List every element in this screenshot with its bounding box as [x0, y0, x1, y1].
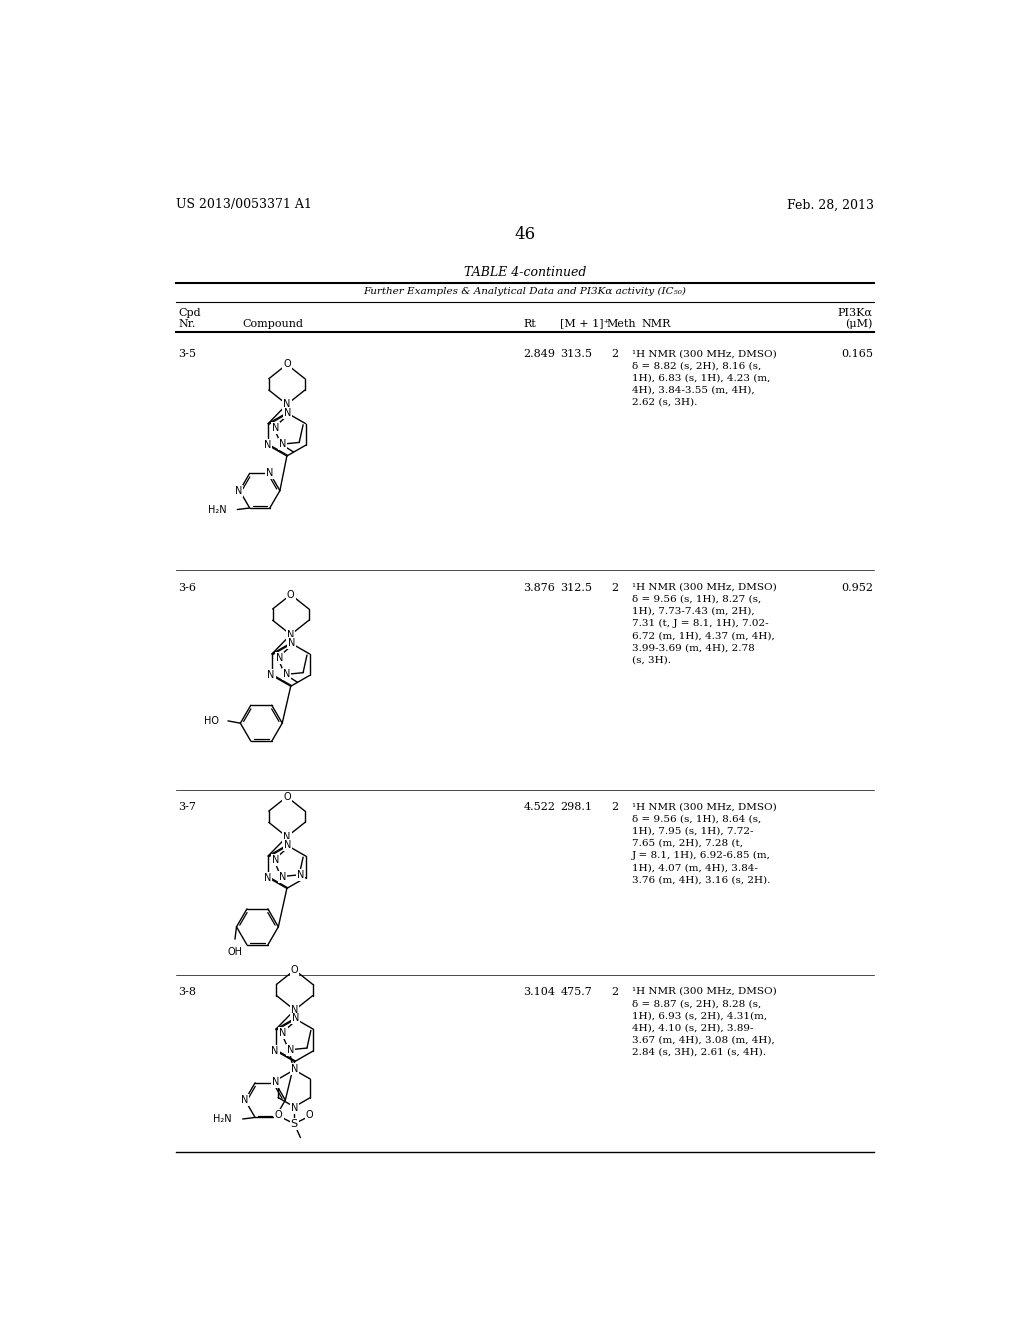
Text: [M + 1]⁺: [M + 1]⁺	[560, 318, 610, 329]
Text: O: O	[306, 1110, 313, 1119]
Text: N: N	[283, 669, 290, 680]
Text: N: N	[284, 841, 292, 850]
Text: Cpd: Cpd	[178, 308, 201, 318]
Text: 4.522: 4.522	[523, 803, 555, 812]
Text: N: N	[287, 630, 295, 640]
Text: ¹H NMR (300 MHz, DMSO)
δ = 9.56 (s, 1H), 8.27 (s,
1H), 7.73-7.43 (m, 2H),
7.31 (: ¹H NMR (300 MHz, DMSO) δ = 9.56 (s, 1H),…	[632, 582, 776, 665]
Text: Rt: Rt	[523, 318, 536, 329]
Text: HO: HO	[204, 715, 219, 726]
Text: ¹H NMR (300 MHz, DMSO)
δ = 8.87 (s, 2H), 8.28 (s,
1H), 6.93 (s, 2H), 4.31(m,
4H): ¹H NMR (300 MHz, DMSO) δ = 8.87 (s, 2H),…	[632, 987, 776, 1057]
Text: 3-8: 3-8	[178, 987, 197, 997]
Text: 475.7: 475.7	[560, 987, 592, 997]
Text: N: N	[291, 1102, 298, 1113]
Text: Further Examples & Analytical Data and PI3Kα activity (IC₅₀): Further Examples & Analytical Data and P…	[364, 286, 686, 296]
Text: N: N	[284, 408, 292, 418]
Text: N: N	[275, 653, 283, 663]
Text: O: O	[274, 1110, 283, 1119]
Text: N: N	[271, 1077, 279, 1086]
Text: OH: OH	[227, 946, 243, 957]
Text: N: N	[241, 1096, 248, 1105]
Text: 2: 2	[611, 803, 617, 812]
Text: N: N	[297, 870, 304, 880]
Text: N: N	[266, 467, 273, 478]
Text: NMR: NMR	[642, 318, 671, 329]
Text: H₂N: H₂N	[208, 504, 226, 515]
Text: ¹H NMR (300 MHz, DMSO)
δ = 9.56 (s, 1H), 8.64 (s,
1H), 7.95 (s, 1H), 7.72-
7.65 : ¹H NMR (300 MHz, DMSO) δ = 9.56 (s, 1H),…	[632, 803, 776, 884]
Text: N: N	[263, 873, 271, 883]
Text: N: N	[292, 1014, 299, 1023]
Text: Compound: Compound	[243, 318, 304, 329]
Text: Feb. 28, 2013: Feb. 28, 2013	[786, 198, 873, 211]
Text: 2: 2	[611, 987, 617, 997]
Text: N: N	[263, 441, 271, 450]
Text: N: N	[287, 1045, 294, 1055]
Text: N: N	[271, 855, 279, 865]
Text: N: N	[280, 1028, 287, 1039]
Text: Nr.: Nr.	[178, 318, 196, 329]
Text: US 2013/0053371 A1: US 2013/0053371 A1	[176, 198, 312, 211]
Text: ¹H NMR (300 MHz, DMSO)
δ = 8.82 (s, 2H), 8.16 (s,
1H), 6.83 (s, 1H), 4.23 (m,
4H: ¹H NMR (300 MHz, DMSO) δ = 8.82 (s, 2H),…	[632, 350, 776, 407]
Text: Meth: Meth	[607, 318, 637, 329]
Text: 0.165: 0.165	[842, 350, 873, 359]
Text: H₂N: H₂N	[213, 1114, 231, 1125]
Text: N: N	[291, 1005, 298, 1015]
Text: N: N	[271, 422, 279, 433]
Text: 2: 2	[611, 582, 617, 593]
Text: N: N	[279, 440, 287, 449]
Text: TABLE 4-continued: TABLE 4-continued	[464, 267, 586, 280]
Text: 2.849: 2.849	[523, 350, 555, 359]
Text: N: N	[267, 671, 274, 680]
Text: 46: 46	[514, 226, 536, 243]
Text: 3.876: 3.876	[523, 582, 555, 593]
Text: 313.5: 313.5	[560, 350, 593, 359]
Text: N: N	[279, 871, 287, 882]
Text: N: N	[284, 400, 291, 409]
Text: O: O	[291, 965, 298, 975]
Text: 3-6: 3-6	[178, 582, 197, 593]
Text: N: N	[236, 486, 243, 495]
Text: 3-7: 3-7	[178, 803, 197, 812]
Text: N: N	[291, 1064, 298, 1074]
Text: N: N	[284, 832, 291, 842]
Text: O: O	[283, 792, 291, 801]
Text: O: O	[283, 359, 291, 370]
Text: 0.952: 0.952	[842, 582, 873, 593]
Text: N: N	[288, 638, 295, 648]
Text: 3.104: 3.104	[523, 987, 555, 997]
Text: 312.5: 312.5	[560, 582, 593, 593]
Text: 2: 2	[611, 350, 617, 359]
Text: S: S	[291, 1119, 298, 1129]
Text: 298.1: 298.1	[560, 803, 593, 812]
Text: 3-5: 3-5	[178, 350, 197, 359]
Text: O: O	[287, 590, 295, 599]
Text: (μM): (μM)	[845, 318, 872, 329]
Text: PI3Kα: PI3Kα	[837, 308, 872, 318]
Text: N: N	[271, 1045, 279, 1056]
